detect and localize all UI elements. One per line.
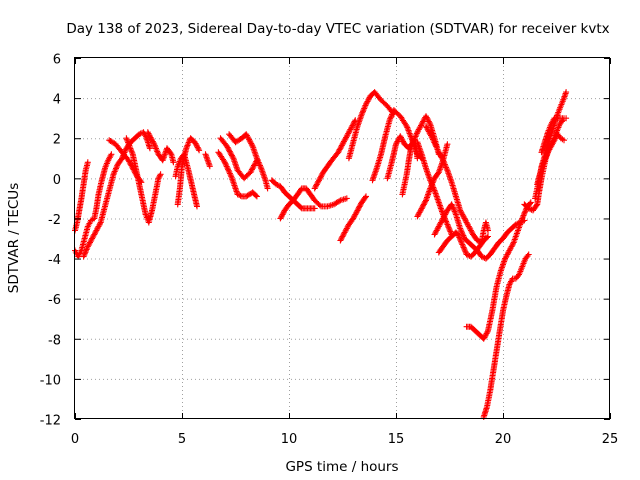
series-trace-16 [311, 117, 359, 192]
y-tick-label: 2 [53, 133, 61, 148]
data-point-markers [174, 135, 203, 208]
series-trace-32 [534, 117, 566, 188]
data-point-markers [277, 185, 350, 222]
series-trace-10 [202, 151, 213, 170]
data-point-markers [480, 251, 532, 420]
data-point-markers [215, 149, 260, 200]
x-tick-label: 15 [388, 432, 405, 447]
y-tick-label: 0 [53, 173, 61, 188]
series-trace-24 [423, 123, 491, 246]
series-trace-9 [174, 135, 203, 208]
data-point-markers [423, 123, 491, 246]
x-tick-label: 20 [495, 432, 512, 447]
data-point-markers [431, 201, 528, 262]
series-trace-23 [414, 139, 455, 238]
x-tick-label: 10 [281, 432, 298, 447]
series-trace-27 [463, 199, 534, 342]
plot-frame [74, 57, 610, 419]
y-tick-label: -6 [48, 293, 61, 308]
data-point-markers [414, 139, 455, 238]
y-axis-label: SDTVAR / TECUs [6, 183, 22, 293]
series-trace-6 [144, 129, 177, 166]
data-point-markers [538, 115, 570, 156]
y-tick-labels: -12 -10 -8 -6 -4 -2 0 2 4 6 [40, 53, 61, 429]
data-point-markers [345, 89, 397, 162]
data-point-markers [217, 135, 260, 182]
series-trace-13 [217, 135, 260, 182]
data-point-markers [144, 129, 177, 166]
data-point-markers [337, 193, 369, 244]
series-trace-15 [277, 185, 350, 222]
series-trace-28 [480, 251, 532, 420]
data-point-markers [463, 199, 534, 342]
x-axis-label: GPS time / hours [285, 459, 398, 475]
data-series [72, 89, 570, 420]
data-point-markers [202, 151, 213, 170]
axis-ticks [75, 58, 611, 420]
y-tick-label: -4 [48, 253, 61, 268]
y-tick-label: -2 [48, 213, 61, 228]
series-trace-11 [215, 149, 260, 200]
chart-title: Day 138 of 2023, Sidereal Day-to-day VTE… [66, 21, 609, 37]
y-tick-label: 6 [53, 53, 61, 68]
series-trace-12 [226, 131, 271, 192]
data-point-markers [311, 117, 359, 192]
y-tick-label: -10 [40, 373, 61, 388]
series-trace-17 [337, 193, 369, 244]
y-tick-label: -8 [48, 333, 61, 348]
x-tick-label: 5 [178, 432, 186, 447]
data-point-markers [534, 117, 566, 188]
series-trace-18 [345, 89, 397, 162]
data-point-markers [106, 137, 145, 186]
y-tick-label: 4 [53, 93, 61, 108]
data-point-markers [80, 155, 126, 260]
data-point-markers [226, 131, 271, 192]
x-tick-label: 0 [71, 432, 79, 447]
series-trace-25 [431, 201, 528, 262]
data-point-markers [435, 229, 491, 260]
x-tick-label: 25 [602, 432, 619, 447]
y-tick-label: -12 [40, 414, 61, 429]
x-tick-labels: 0 5 10 15 20 25 [71, 432, 618, 447]
series-trace-7 [106, 137, 145, 186]
series-trace-31 [538, 115, 570, 156]
series-trace-3 [80, 155, 126, 260]
series-trace-26 [435, 229, 491, 260]
